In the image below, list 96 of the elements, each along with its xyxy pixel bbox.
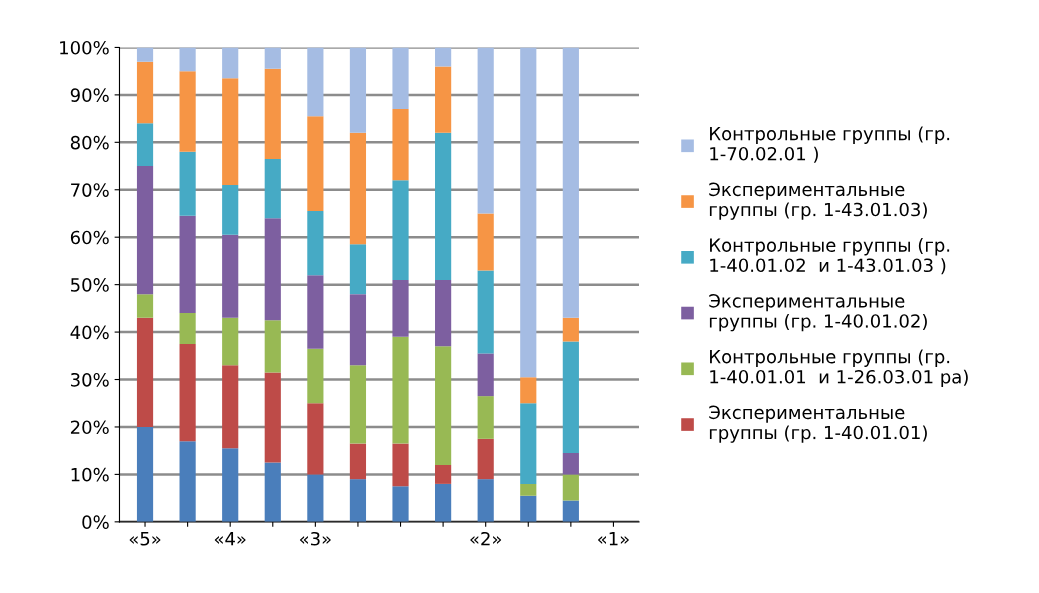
bar: [477, 353, 494, 397]
bar: [179, 441, 196, 522]
bar: [562, 474, 579, 501]
bar: [520, 495, 537, 522]
y-tick-label: 0%: [82, 515, 109, 529]
y-tick-label: 30%: [71, 372, 109, 387]
bar: [222, 185, 239, 235]
x-tick-label: «2»: [470, 531, 502, 546]
bar: [477, 479, 494, 522]
bar: [562, 453, 579, 475]
bar: [222, 365, 239, 449]
x-tick-label: «3»: [299, 531, 331, 546]
bar: [179, 151, 196, 216]
bar: [435, 66, 452, 133]
bar: [520, 47, 537, 378]
bar: [392, 180, 409, 280]
bar: [562, 47, 579, 318]
bar: [392, 486, 409, 522]
bar: [136, 61, 154, 124]
bar: [136, 294, 154, 318]
bar: [392, 109, 409, 181]
bar: [435, 346, 452, 465]
bar: [179, 71, 196, 152]
y-tick-label: 80%: [70, 135, 109, 150]
bar: [435, 464, 452, 484]
bar: [435, 47, 452, 67]
x-tick-label: «1»: [598, 532, 629, 546]
bar: [307, 275, 324, 349]
x-tick-label: «5»: [129, 532, 161, 546]
bar: [562, 317, 579, 342]
bar: [179, 343, 196, 442]
legend-label: Экспериментальные группы (гр. 1-43.01.03): [709, 182, 927, 220]
bar: [136, 123, 154, 167]
bar: [392, 279, 409, 337]
bar: [179, 215, 196, 314]
bar: [179, 47, 196, 72]
bar: [392, 336, 409, 444]
bar: [435, 279, 452, 347]
bar: [222, 234, 239, 318]
bar: [264, 158, 281, 219]
bar: [264, 218, 281, 321]
y-tick-label: 10%: [71, 467, 109, 482]
legend-label: Контрольные группы (гр. 1-40.01.01 и 1-26.03.01 ра): [710, 349, 968, 388]
bar: [307, 474, 324, 522]
bar: [264, 320, 281, 373]
bar: [349, 294, 367, 366]
bar: [477, 396, 494, 439]
bar: [520, 377, 537, 404]
bar: [520, 403, 537, 484]
y-tick-label: 50%: [71, 278, 109, 292]
bar: [477, 438, 494, 480]
bar: [307, 348, 324, 404]
bar: [307, 47, 324, 117]
bar: [222, 448, 239, 522]
bar: [562, 341, 579, 454]
bar: [477, 213, 494, 271]
y-tick-label: 60%: [70, 230, 109, 245]
bar: [477, 270, 494, 354]
bar: [307, 116, 324, 212]
bar: [562, 500, 579, 522]
y-tick-label: 70%: [71, 183, 109, 197]
bar: [222, 47, 239, 79]
bar: [179, 313, 196, 344]
y-tick-label: 100%: [60, 40, 109, 55]
legend-label: Контрольные группы (гр. 1-70.02.01 ): [710, 126, 950, 163]
bar: [477, 47, 494, 214]
bar: [136, 317, 154, 427]
bar: [349, 365, 367, 444]
legend-label: Экспериментальные группы (гр. 1-40.01.01): [709, 405, 927, 443]
bar: [136, 47, 154, 62]
bar: [392, 47, 409, 110]
bar: [520, 483, 537, 496]
bar: [136, 166, 154, 295]
bar: [349, 479, 367, 522]
bar: [392, 443, 409, 487]
y-tick-label: 20%: [70, 420, 109, 435]
bar: [307, 211, 324, 276]
bar: [349, 443, 367, 480]
bar: [435, 483, 452, 522]
bar: [349, 47, 367, 133]
bar: [349, 132, 367, 245]
bar: [307, 403, 324, 475]
y-tick-label: 40%: [70, 325, 109, 340]
bar: [136, 426, 154, 522]
bar: [264, 462, 281, 522]
bar: [222, 317, 239, 366]
y-tick-label: 90%: [70, 88, 109, 102]
bar: [349, 244, 367, 295]
bar: [264, 372, 281, 463]
legend-label: Экспериментальные группы (гр. 1-40.01.02): [709, 293, 927, 332]
bar: [264, 47, 281, 69]
bar: [222, 78, 239, 186]
bar: [264, 68, 281, 159]
bar: [435, 132, 452, 280]
legend-label: Контрольные группы (гр. 1-40.01.02 и 1-43.01.03 ): [710, 237, 950, 275]
x-tick-label: «4»: [214, 532, 246, 546]
